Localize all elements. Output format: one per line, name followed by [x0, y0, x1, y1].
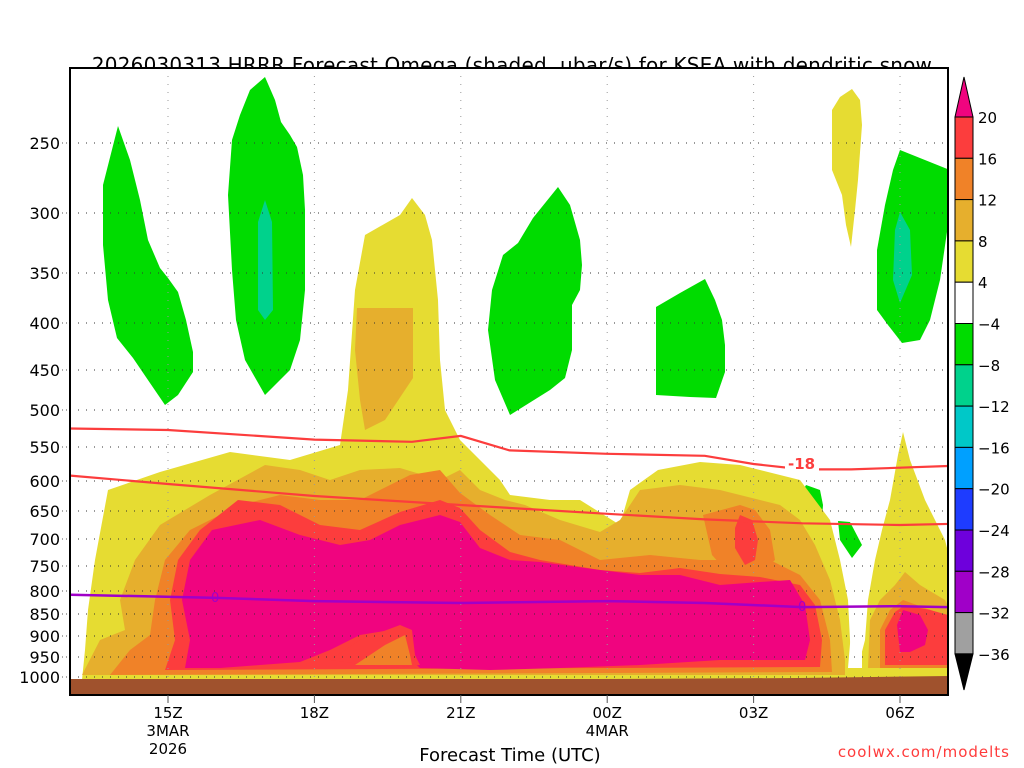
- y-axis-labels: 250 300 350 400 450 500 550 600 650 700 750 800 850 9…: [19, 134, 70, 687]
- x-tick-date-label: 3MAR: [146, 722, 189, 740]
- omega-band-gt20: [182, 515, 810, 670]
- x-tick-label: 15Z: [153, 704, 182, 722]
- colorbar-label: 8: [978, 233, 988, 251]
- colorbar-label: −24: [978, 522, 1010, 540]
- omega-band-12-16-low: [355, 635, 412, 665]
- x-tick-label: 21Z: [446, 704, 475, 722]
- colorbar-swatch: [954, 488, 974, 531]
- y-tick-label: 850: [29, 605, 60, 624]
- dgz-contour-label: -18: [788, 455, 815, 473]
- freezing-level-contour: [70, 593, 948, 609]
- colorbar-swatch: [954, 199, 974, 242]
- y-tick-label: 800: [29, 582, 60, 601]
- y-tick-label: 650: [29, 502, 60, 521]
- dgz-bottom-contour: [70, 474, 948, 527]
- y-tick-label: 700: [29, 530, 60, 549]
- colorbar-swatch: [954, 529, 974, 572]
- colorbar-label: 4: [978, 274, 988, 292]
- freezing-contour-label-2: 0: [798, 600, 806, 615]
- omega-cell-ascent-4: [656, 279, 725, 398]
- y-tick-label: 600: [29, 472, 60, 491]
- colorbar-swatch: [954, 570, 974, 614]
- omega-cell-descent-upper: [832, 89, 862, 247]
- colorbar-swatch: [954, 446, 974, 490]
- colorbar-swatch: [954, 405, 974, 448]
- colorbar-swatch: [954, 240, 974, 283]
- y-tick-label: 950: [29, 648, 60, 667]
- colorbar-swatch: [954, 157, 974, 201]
- colorbar-label: −32: [978, 605, 1010, 623]
- colorbar-swatch: [954, 281, 974, 325]
- colorbar-label: −8: [978, 357, 1000, 375]
- omega-band-8-12-upper: [355, 308, 413, 430]
- colorbar-swatch: [954, 612, 974, 655]
- colorbar-label: −28: [978, 563, 1010, 581]
- omega-cell-ascent-1: [103, 126, 193, 405]
- colorbar: 20 16 12 8 4 −4 −8 −12 −16 −20 −24 −28 −32 −36: [954, 76, 1010, 691]
- y-tick-label: 450: [29, 361, 60, 380]
- y-tick-label: 750: [29, 557, 60, 576]
- y-tick-label: 250: [29, 134, 60, 153]
- credit-link[interactable]: coolwx.com/modelts: [837, 743, 1010, 761]
- omega-cell-ascent-core-2: [258, 200, 273, 320]
- x-tick-date-label: 4MAR: [586, 722, 629, 740]
- x-tick-label: 03Z: [739, 704, 768, 722]
- dgz-label-bg: [785, 455, 819, 471]
- y-tick-label: 900: [29, 627, 60, 646]
- omega-cell-ascent-7: [838, 521, 862, 558]
- y-tick-label: 350: [29, 264, 60, 283]
- colorbar-label: 12: [978, 192, 997, 210]
- colorbar-label: −20: [978, 481, 1010, 499]
- colorbar-label: −12: [978, 398, 1010, 416]
- colorbar-label: 16: [978, 150, 997, 168]
- colorbar-swatch: [954, 364, 974, 407]
- y-tick-label: 500: [29, 401, 60, 420]
- plot-frame: [69, 67, 949, 696]
- x-tick-label: 06Z: [885, 704, 914, 722]
- x-tick-label: 00Z: [593, 704, 622, 722]
- colorbar-label: −36: [978, 646, 1010, 664]
- omega-cell-ascent-core-5: [893, 212, 912, 303]
- omega-band-16-20-east-core: [735, 515, 758, 565]
- omega-band-gt20-east: [897, 610, 928, 652]
- y-tick-label: 550: [29, 438, 60, 457]
- x-axis-title: Forecast Time (UTC): [419, 745, 601, 766]
- y-tick-label: 300: [29, 204, 60, 223]
- colorbar-swatch: [954, 323, 974, 366]
- x-tick-label: 18Z: [300, 704, 329, 722]
- grid-lines: [70, 68, 948, 695]
- y-tick-label: 400: [29, 314, 60, 333]
- ground-terrain: [71, 676, 948, 694]
- colorbar-swatch: [954, 116, 974, 159]
- omega-gap-neutral: [848, 600, 862, 668]
- x-tick-date-label: 2026: [149, 740, 187, 758]
- colorbar-swatch-min: [954, 653, 974, 691]
- colorbar-label: 20: [978, 109, 997, 127]
- freezing-contour-label-1: 0: [211, 591, 219, 606]
- colorbar-label: −4: [978, 316, 1000, 334]
- colorbar-swatch-max: [954, 76, 974, 118]
- colorbar-label: −16: [978, 439, 1010, 457]
- omega-cell-ascent-5: [877, 150, 948, 343]
- omega-cell-ascent-3: [488, 187, 582, 415]
- y-tick-label: 1000: [19, 668, 60, 687]
